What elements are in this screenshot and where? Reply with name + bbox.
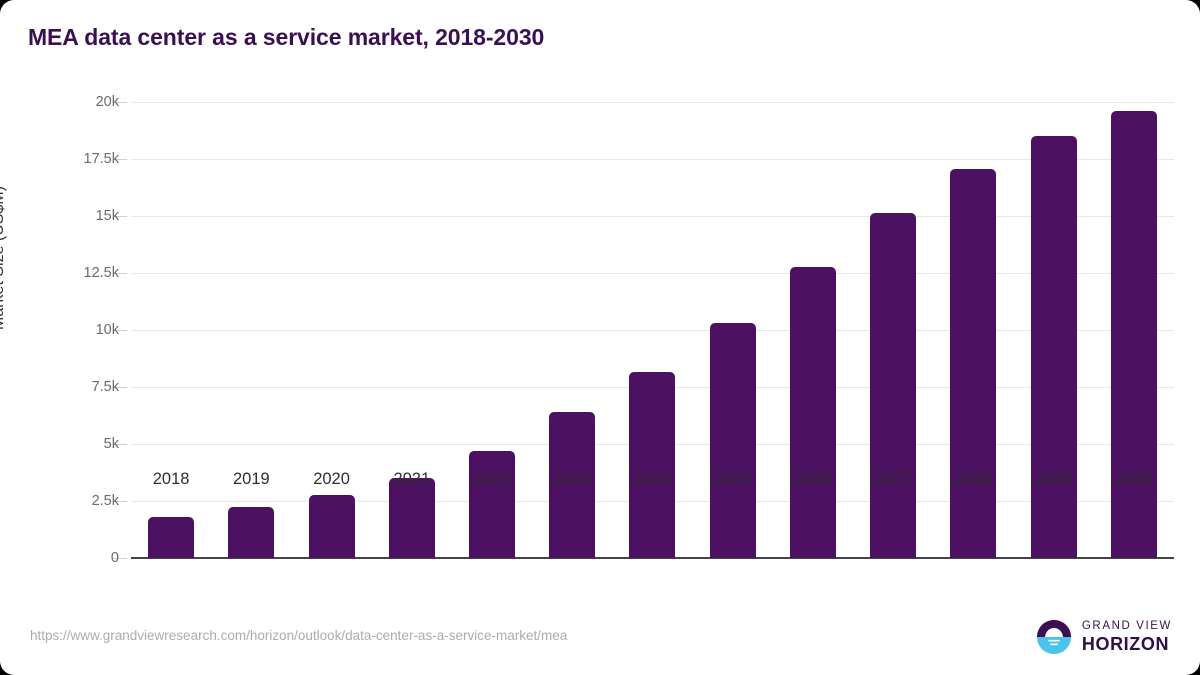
y-tick-mark [113,216,127,217]
logo-line-2: HORIZON [1081,634,1170,655]
bar[interactable] [789,267,836,558]
bar[interactable] [469,450,516,558]
y-tick-mark [113,501,127,502]
bar-slot [853,102,933,558]
bar[interactable] [388,478,435,558]
gridline [131,273,1174,274]
bar-slot [211,102,291,558]
y-axis-tick-label: 0 [110,550,119,566]
y-axis-label: Market Size (US$M) [0,185,7,330]
x-axis-line [131,557,1174,559]
bar-slot [933,102,1013,558]
bar[interactable] [870,212,917,558]
x-axis-tick-label: 2025 [714,470,752,488]
bar[interactable] [308,495,355,558]
y-axis-tick-label: 7.5k [91,379,119,395]
bar-slot [372,102,452,558]
bar-slot [131,102,211,558]
bar-slot [291,102,371,558]
x-axis-tick-label: 2019 [232,470,270,488]
x-axis-tick-label: 2020 [313,470,350,488]
y-axis-tick-label: 10k [95,322,119,338]
y-tick-mark [113,273,127,274]
bar[interactable] [228,506,275,558]
gridline [131,216,1174,217]
y-axis-tick-label: 20k [95,94,119,110]
horizon-circle-icon [1035,618,1073,656]
gridline [131,159,1174,160]
bar[interactable] [629,372,676,558]
logo-wordmark: GRAND VIEW HORIZON [1081,619,1172,655]
bar-slot [532,102,612,558]
x-axis-tick-label: 2029 [1035,470,1072,488]
y-axis-tick-label: 17.5k [83,151,119,167]
x-axis-tick-label: 2018 [152,470,190,488]
x-axis-tick-label: 2022 [473,470,511,488]
y-tick-mark [113,387,127,388]
brand-logo: GRAND VIEW HORIZON [1035,618,1172,656]
y-tick-mark [113,444,127,445]
x-axis-tick-label: 2021 [393,470,431,488]
bar[interactable] [549,412,596,558]
y-axis-tick-label: 2.5k [91,493,119,509]
bars-layer [131,102,1174,558]
gridline [131,102,1174,103]
bar[interactable] [709,323,756,558]
x-axis-tick-label: 2023 [553,470,591,488]
y-axis-tick-label: 5k [103,436,119,452]
y-tick-mark [113,558,127,559]
x-axis-tick-label: 2024 [634,470,671,488]
bar[interactable] [950,169,997,558]
x-axis-tick-label: 2028 [955,470,992,488]
y-tick-mark [113,102,127,103]
x-axis-tick-label: 2030 [1115,470,1153,488]
bar-slot [773,102,853,558]
bar-slot [693,102,773,558]
source-url[interactable]: https://www.grandviewresearch.com/horizo… [30,628,568,643]
y-axis-tick-label: 12.5k [83,265,119,281]
x-axis-tick-label: 2026 [794,470,832,488]
y-tick-mark [113,330,127,331]
x-axis-tick-label: 2027 [874,470,912,488]
y-tick-mark [113,159,127,160]
bar-slot [1094,102,1174,558]
bar-slot [1014,102,1094,558]
bar[interactable] [1030,136,1077,558]
bar[interactable] [148,516,195,558]
bar[interactable] [1110,111,1157,558]
bar-slot [452,102,532,558]
logo-line-1: GRAND VIEW [1081,619,1172,632]
y-axis-tick-label: 15k [95,208,119,224]
bar-slot [612,102,692,558]
page-title: MEA data center as a service market, 201… [28,24,545,50]
gridline [131,330,1174,331]
